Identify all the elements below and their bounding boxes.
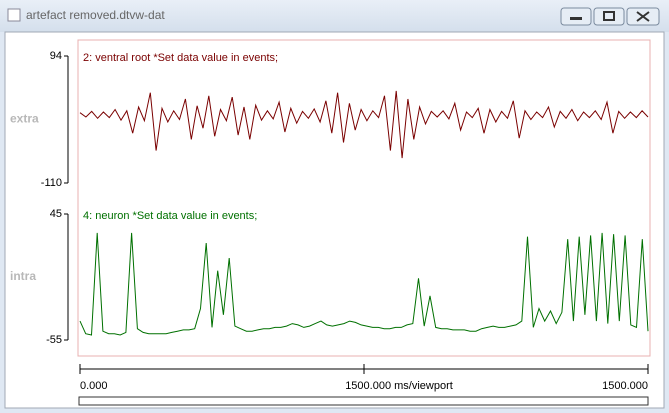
close-button[interactable] — [626, 7, 660, 26]
plot-frame — [77, 39, 651, 357]
channel-title: 4: neuron *Set data value in events; — [83, 210, 257, 222]
x-tick-label: 0.000 — [80, 380, 108, 392]
app-icon — [7, 8, 21, 22]
window-title: artefact removed.dtvw-dat — [26, 8, 165, 22]
minimize-button[interactable] — [560, 7, 592, 26]
x-tick-label: 1500.000 — [602, 380, 648, 392]
trace — [79, 232, 649, 336]
y-tick-label: 45 — [50, 208, 62, 220]
y-tick-label: 94 — [50, 50, 62, 62]
trace — [79, 90, 649, 159]
title-bar — [0, 0, 669, 32]
client-area — [4, 31, 665, 409]
y-tick-label: -110 — [41, 177, 62, 189]
channel-label: intra — [10, 269, 36, 283]
channel-title: 2: ventral root *Set data value in event… — [83, 52, 278, 64]
channel-label: extra — [10, 112, 39, 126]
maximize-button[interactable] — [593, 7, 625, 26]
scrollbar[interactable] — [78, 396, 649, 406]
viewport-label: 1500.000 ms/viewport — [345, 380, 453, 392]
y-tick-label: -55 — [46, 334, 62, 346]
